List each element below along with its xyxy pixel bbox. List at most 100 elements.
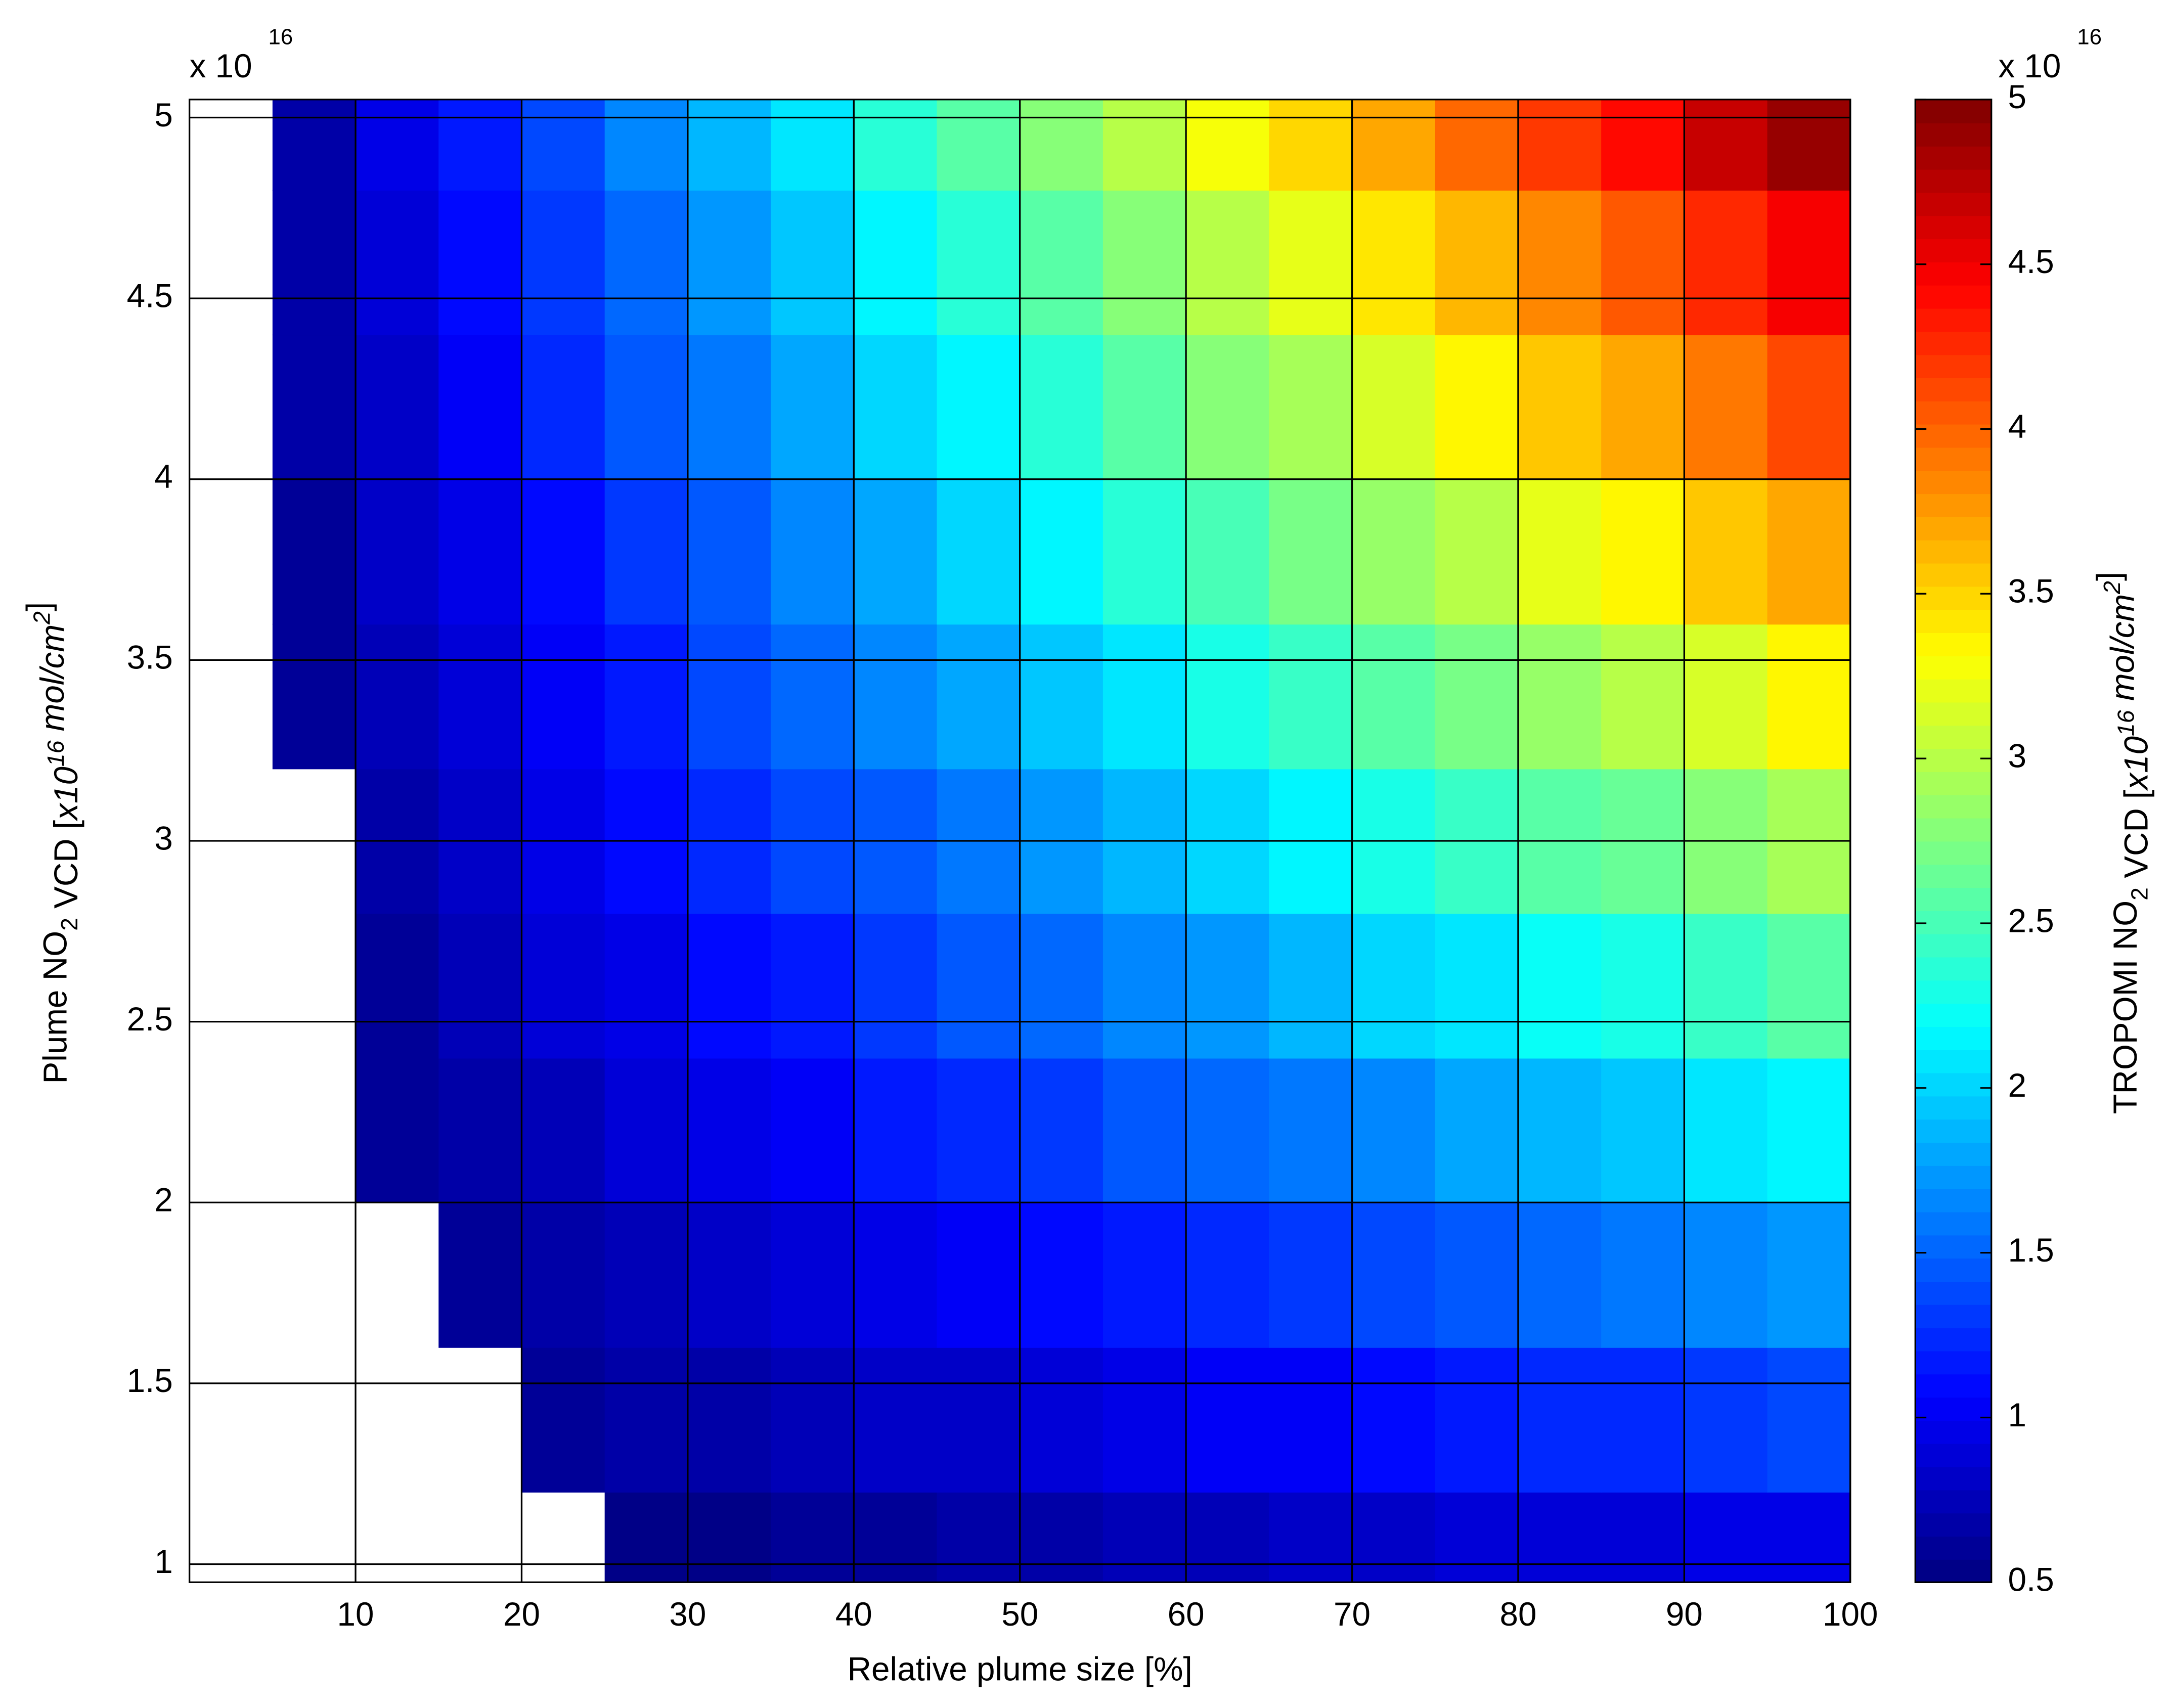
heatmap-cell: [272, 334, 357, 480]
colorbar-swatch: [1915, 1234, 1992, 1259]
heatmap-cell: [771, 190, 855, 336]
y-tick-label: 4.5: [127, 278, 173, 314]
heatmap-cell: [937, 623, 1021, 770]
heatmap-cell: [1684, 99, 1768, 191]
heatmap-cell: [1518, 334, 1602, 480]
heatmap-cell: [687, 190, 772, 336]
axis-label-part: ]: [2090, 572, 2127, 581]
heatmap-cell: [1435, 1492, 1519, 1583]
colorbar-swatch: [1915, 285, 1992, 309]
heatmap-cell: [1102, 334, 1187, 480]
heatmap-cell: [521, 190, 606, 336]
colorbar-swatch: [1915, 563, 1992, 587]
heatmap-cell: [1269, 99, 1353, 191]
heatmap-cell: [1601, 1347, 1685, 1493]
axis-label-part: VCD [: [48, 820, 84, 918]
colorbar-swatch: [1915, 146, 1992, 170]
heatmap-cell: [1269, 334, 1353, 480]
heatmap-cell: [604, 1058, 689, 1203]
x-tick-label: 70: [1334, 1596, 1370, 1633]
heatmap-cell: [1352, 1202, 1436, 1348]
heatmap-cell: [1518, 1058, 1602, 1203]
heatmap-cell: [356, 479, 439, 625]
heatmap-cell: [1601, 479, 1685, 625]
axis-multiplier: x 10: [1998, 48, 2061, 84]
colorbar-swatch: [1915, 99, 1992, 123]
heatmap: [272, 99, 1850, 1583]
heatmap-cell: [438, 334, 522, 480]
heatmap-cell: [687, 1058, 772, 1203]
colorbar-swatch: [1915, 192, 1992, 216]
colorbar-swatch: [1915, 377, 1992, 401]
heatmap-cell: [1684, 479, 1768, 625]
y-axis-label: Plume NO2 VCD [x1016 mol/cm2]: [20, 602, 84, 1084]
y-tick-label: 1.5: [127, 1362, 173, 1399]
heatmap-cell: [1767, 623, 1850, 770]
heatmap-cell: [356, 913, 439, 1059]
heatmap-cell: [1601, 913, 1685, 1059]
heatmap-cell: [1186, 1347, 1270, 1493]
heatmap-cell: [1767, 99, 1850, 191]
colorbar-swatch: [1915, 470, 1992, 495]
heatmap-cell: [687, 623, 772, 770]
heatmap-cell: [1186, 1492, 1270, 1583]
x-tick-label: 80: [1499, 1596, 1536, 1633]
heatmap-cell: [1435, 1058, 1519, 1203]
colorbar-swatch: [1915, 933, 1992, 958]
colorbar-swatch: [1915, 215, 1992, 240]
x-tick-label: 60: [1168, 1596, 1205, 1633]
heatmap-cell: [1352, 913, 1436, 1059]
heatmap-cell: [1518, 913, 1602, 1059]
colorbar-swatch: [1915, 1490, 1992, 1514]
heatmap-cell: [1684, 1202, 1768, 1348]
heatmap-cell: [1269, 913, 1353, 1059]
heatmap-cell: [1684, 190, 1768, 336]
heatmap-cell: [1518, 1492, 1602, 1583]
heatmap-cell: [771, 1492, 855, 1583]
x-tick-label: 100: [1823, 1596, 1878, 1633]
colorbar-swatch: [1915, 1420, 1992, 1444]
heatmap-cell: [521, 623, 606, 770]
heatmap-cell: [604, 99, 689, 191]
heatmap-cell: [937, 334, 1021, 480]
heatmap-cell: [604, 1492, 689, 1583]
x-tick-label: 90: [1666, 1596, 1703, 1633]
y-tick-label: 3: [154, 820, 173, 857]
axis-label-part: ]: [20, 602, 57, 611]
colorbar-swatch: [1915, 1026, 1992, 1050]
colorbar-swatch: [1915, 331, 1992, 355]
heatmap-cell: [1352, 334, 1436, 480]
heatmap-cell: [438, 1058, 522, 1203]
heatmap-cell: [1352, 1058, 1436, 1203]
heatmap-cell: [1020, 479, 1104, 625]
axis-label-part: mol/cm: [34, 624, 71, 741]
heatmap-cell: [1767, 1058, 1850, 1203]
heatmap-cell: [1269, 1058, 1353, 1203]
colorbar-swatch: [1915, 794, 1992, 819]
heatmap-cell: [1352, 623, 1436, 770]
heatmap-cell: [1518, 190, 1602, 336]
heatmap-cell: [771, 1347, 855, 1493]
heatmap-cell: [1767, 190, 1850, 336]
heatmap-cell: [1020, 1347, 1104, 1493]
heatmap-cell: [1601, 1202, 1685, 1348]
x-tick-label: 10: [337, 1596, 374, 1633]
heatmap-cell: [1020, 1202, 1104, 1348]
heatmap-cell: [438, 913, 522, 1059]
heatmap-cell: [1767, 913, 1850, 1059]
colorbar-tick-label: 3.5: [2008, 573, 2054, 610]
heatmap-cell: [521, 479, 606, 625]
colorbar-swatch: [1915, 169, 1992, 193]
colorbar-swatch: [1915, 1512, 1992, 1537]
heatmap-cell: [937, 1202, 1021, 1348]
heatmap-cell: [1269, 479, 1353, 625]
heatmap-cell: [1102, 1347, 1187, 1493]
colorbar-swatch: [1915, 122, 1992, 147]
heatmap-cell: [272, 623, 357, 770]
heatmap-cell: [854, 99, 938, 191]
heatmap-cell: [1186, 913, 1270, 1059]
heatmap-cell: [356, 1058, 439, 1203]
colorbar-swatch: [1915, 540, 1992, 564]
heatmap-cell: [687, 1202, 772, 1348]
